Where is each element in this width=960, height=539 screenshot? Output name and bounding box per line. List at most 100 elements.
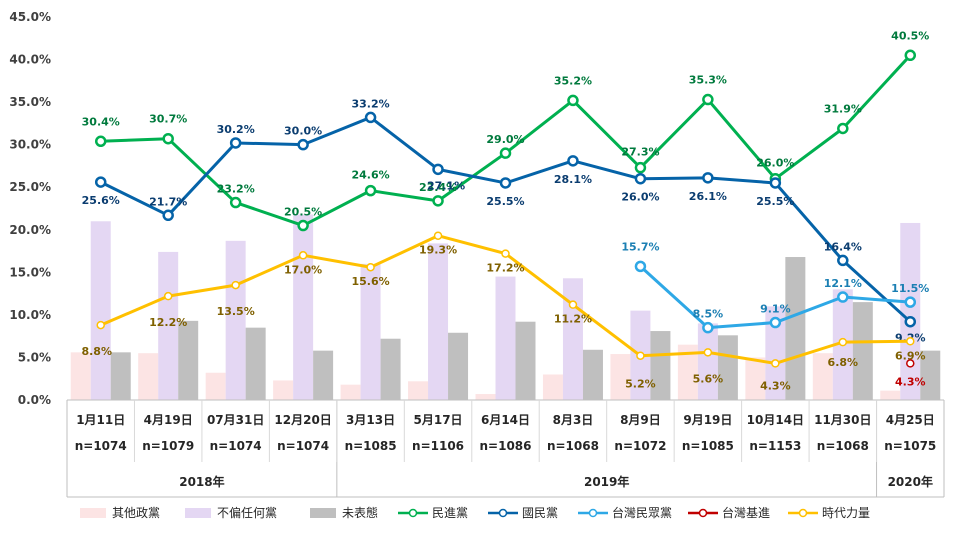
y-tick-label: 25.0% bbox=[9, 180, 51, 194]
bar bbox=[610, 354, 631, 400]
data-label: 5.6% bbox=[693, 372, 724, 385]
series-point bbox=[297, 219, 309, 232]
series-point bbox=[229, 137, 242, 149]
data-label: 8.5% bbox=[693, 308, 724, 321]
category-date-label: 3月13日 bbox=[346, 413, 395, 427]
y-tick-label: 15.0% bbox=[9, 265, 51, 279]
category-n-label: n=1086 bbox=[480, 439, 532, 453]
series-point bbox=[501, 249, 510, 258]
bar bbox=[428, 243, 449, 400]
data-label: 17.0% bbox=[284, 263, 322, 276]
data-label: 16.4% bbox=[824, 240, 862, 253]
bar bbox=[677, 344, 698, 400]
category-n-label: n=1074 bbox=[75, 439, 127, 453]
series-point bbox=[567, 155, 579, 167]
data-label: 25.6% bbox=[82, 194, 120, 207]
category-n-label: n=1072 bbox=[614, 439, 666, 453]
category-n-label: n=1079 bbox=[142, 439, 194, 453]
data-label: 25.5% bbox=[486, 195, 524, 208]
bar bbox=[158, 251, 179, 400]
category-date-label: 12月20日 bbox=[274, 413, 331, 427]
bar bbox=[515, 321, 536, 400]
series-point bbox=[432, 163, 444, 176]
legend-swatch bbox=[185, 508, 211, 518]
y-tick-label: 0.0% bbox=[18, 393, 51, 407]
series-point bbox=[904, 49, 917, 62]
data-label: 29.0% bbox=[486, 133, 524, 146]
y-tick-label: 35.0% bbox=[9, 95, 51, 109]
series-point bbox=[837, 122, 849, 135]
series-point bbox=[364, 111, 377, 124]
bar bbox=[562, 278, 583, 400]
category-date-label: 9月19日 bbox=[683, 413, 732, 427]
series-point bbox=[904, 296, 917, 308]
category-n-label: n=1075 bbox=[884, 439, 936, 453]
bar bbox=[745, 357, 766, 400]
series-point bbox=[702, 321, 714, 334]
bar bbox=[542, 374, 563, 400]
bar bbox=[293, 214, 314, 400]
series-point bbox=[162, 132, 174, 145]
bar bbox=[70, 352, 91, 400]
series-point bbox=[837, 254, 849, 267]
data-label: 13.5% bbox=[217, 305, 255, 318]
data-label: 26.1% bbox=[689, 190, 727, 203]
year-group-label: 2020年 bbox=[888, 474, 933, 489]
series-point bbox=[231, 280, 240, 290]
legend-marker bbox=[408, 508, 418, 518]
data-label: 31.9% bbox=[824, 102, 862, 115]
category-date-label: 10月14日 bbox=[747, 413, 804, 427]
legend-label: 時代力量 bbox=[822, 506, 870, 520]
bar bbox=[205, 372, 226, 400]
data-label: 12.1% bbox=[824, 277, 862, 290]
bar bbox=[90, 221, 111, 400]
bar bbox=[178, 320, 199, 400]
data-label: 30.7% bbox=[149, 113, 187, 126]
series-point bbox=[94, 135, 107, 148]
legend-marker bbox=[588, 508, 598, 518]
legend-label: 不偏任何黨 bbox=[217, 505, 277, 520]
series-point bbox=[837, 291, 849, 303]
data-label: 12.2% bbox=[149, 316, 187, 329]
data-label: 4.3% bbox=[895, 375, 926, 388]
legend-marker bbox=[698, 508, 708, 518]
series-point bbox=[634, 260, 647, 273]
series-point bbox=[769, 177, 782, 189]
series-point bbox=[568, 300, 578, 309]
data-label: 5.2% bbox=[625, 378, 656, 391]
series-point bbox=[634, 172, 647, 185]
data-label: 28.1% bbox=[554, 173, 592, 186]
data-label: 25.5% bbox=[756, 195, 794, 208]
category-date-label: 11月30日 bbox=[814, 413, 871, 427]
bar bbox=[900, 222, 921, 400]
category-n-label: n=1074 bbox=[277, 439, 329, 453]
data-label: 30.4% bbox=[82, 115, 120, 128]
data-label: 6.9% bbox=[895, 349, 926, 362]
category-n-label: n=1106 bbox=[412, 439, 464, 453]
legend-swatch bbox=[310, 508, 336, 518]
data-label: 27.3% bbox=[621, 146, 659, 159]
data-label: 8.8% bbox=[81, 345, 112, 358]
series-point bbox=[702, 172, 714, 184]
series-point bbox=[364, 184, 377, 197]
data-label: 26.0% bbox=[756, 157, 794, 170]
data-label: 11.5% bbox=[891, 282, 929, 295]
series-point bbox=[96, 320, 105, 330]
data-label: 15.7% bbox=[621, 240, 659, 253]
category-n-label: n=1074 bbox=[210, 439, 262, 453]
data-label: 6.8% bbox=[828, 356, 859, 369]
category-n-label: n=1085 bbox=[682, 439, 734, 453]
bar bbox=[852, 302, 873, 400]
legend-label: 台灣民眾黨 bbox=[612, 505, 672, 520]
data-label: 23.4% bbox=[419, 181, 457, 194]
legend-label: 國民黨 bbox=[522, 506, 558, 520]
series-point bbox=[163, 291, 173, 301]
legend-label: 未表態 bbox=[342, 505, 378, 520]
category-date-label: 07月31日 bbox=[207, 413, 264, 427]
series-point bbox=[906, 359, 915, 368]
data-label: 23.2% bbox=[217, 183, 255, 196]
bar bbox=[475, 394, 496, 400]
bar bbox=[225, 240, 246, 400]
category-date-label: 6月14日 bbox=[481, 413, 530, 427]
data-label: 9.1% bbox=[760, 303, 791, 316]
